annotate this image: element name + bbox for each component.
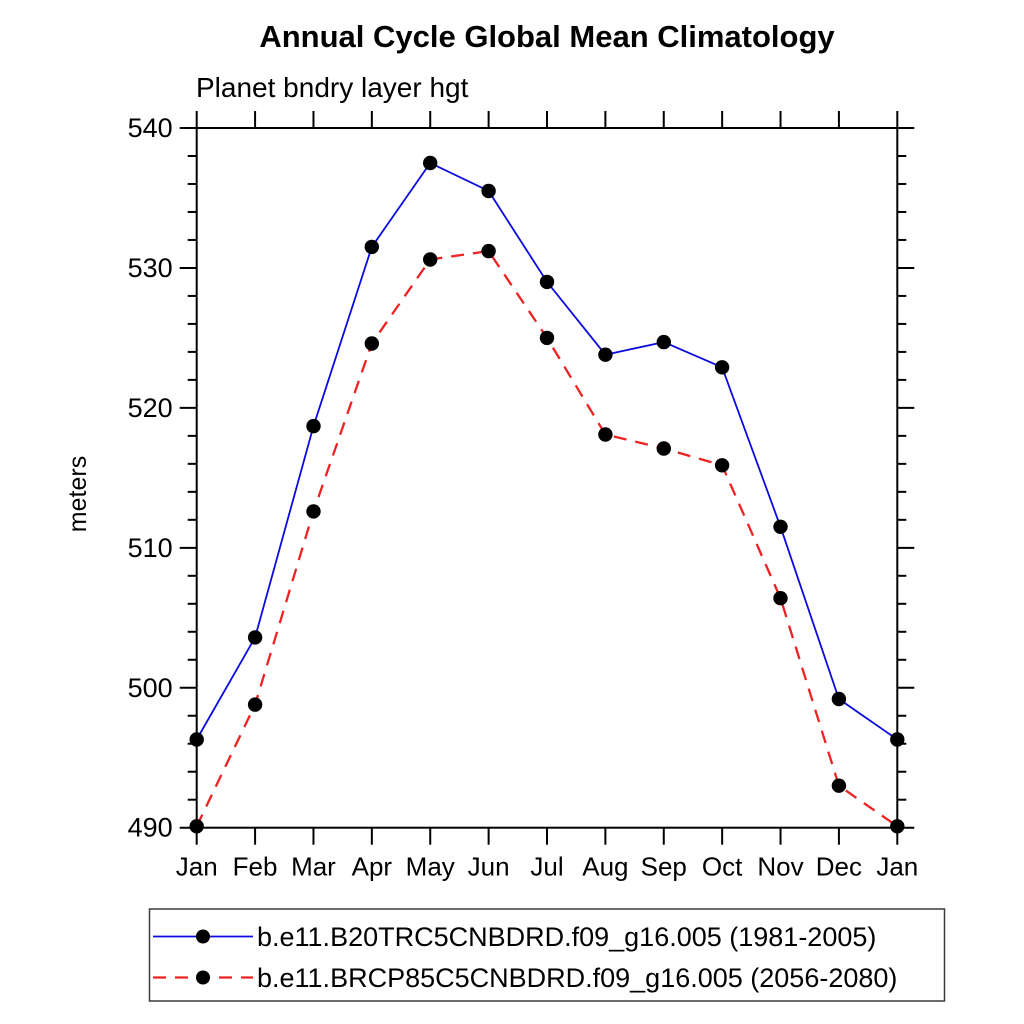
legend-label-series-1: b.e11.BRCP85C5CNBDRD.f09_g16.005 (2056-2… [257, 963, 897, 993]
chart-subtitle: Planet bndry layer hgt [196, 72, 469, 103]
x-tick-label: Jul [530, 852, 563, 882]
data-point-marker-series-1 [598, 427, 613, 442]
data-point-marker-series-0 [831, 691, 847, 707]
chart-title: Annual Cycle Global Mean Climatology [259, 19, 835, 54]
data-point-marker-series-1 [423, 252, 438, 267]
x-tick-label: Mar [291, 852, 336, 882]
legend-marker-icon [196, 970, 210, 985]
plot-frame [195, 127, 899, 829]
data-point-marker-series-0 [773, 519, 788, 534]
data-point-marker-series-0 [481, 183, 496, 199]
data-point-marker-series-1 [247, 697, 263, 712]
data-point-marker-series-0 [539, 274, 555, 290]
data-point-marker-series-0 [423, 155, 438, 171]
x-tick-label: Apr [352, 852, 393, 882]
legend: b.e11.B20TRC5CNBDRD.f09_g16.005 (1981-20… [148, 908, 946, 1002]
y-tick-label: 520 [128, 393, 173, 423]
data-point-marker-series-0 [656, 334, 671, 350]
y-tick-label: 500 [128, 673, 173, 703]
y-tick-label: 490 [128, 813, 173, 843]
x-tick-label: Feb [233, 852, 278, 882]
x-tick-label: May [406, 852, 455, 882]
data-point-marker-series-0 [714, 360, 730, 375]
data-point-marker-series-1 [306, 504, 321, 519]
y-tick-label: 510 [128, 533, 173, 563]
x-tick-label: Aug [582, 852, 628, 882]
data-point-marker-series-1 [539, 330, 555, 346]
series-line-0 [195, 161, 898, 741]
data-point-marker-series-0 [247, 630, 263, 645]
data-point-marker-series-1 [481, 243, 496, 259]
data-point-marker-series-1 [773, 591, 788, 606]
y-tick-label: 530 [128, 253, 173, 283]
legend-label-series-0: b.e11.B20TRC5CNBDRD.f09_g16.005 (1981-20… [257, 922, 876, 952]
x-tick-label: Jan [876, 852, 918, 882]
data-point-marker-series-0 [598, 347, 613, 362]
x-tick-label: Sep [641, 852, 687, 882]
x-tick-label: Jun [468, 852, 510, 882]
x-tick-label: Jan [176, 852, 218, 882]
data-point-marker-series-1 [714, 458, 730, 473]
data-point-marker-series-1 [656, 441, 671, 456]
series-layer [189, 155, 905, 834]
x-tick-label: Nov [757, 852, 803, 882]
data-point-marker-series-1 [831, 778, 847, 793]
x-tick-label: Oct [702, 852, 743, 882]
axes-layer: 490 500 510 520 530 540 Jan Feb Mar Apr May Jun Jul A… [128, 111, 918, 882]
y-tick-label: 540 [128, 113, 173, 143]
data-point-marker-series-1 [364, 336, 379, 351]
data-point-marker-series-0 [364, 239, 379, 255]
legend-marker-icon [196, 929, 210, 944]
y-axis-title: meters [64, 456, 92, 532]
legend-box [148, 908, 946, 1002]
x-tick-label: Dec [816, 852, 862, 882]
data-point-marker-series-0 [306, 418, 321, 434]
